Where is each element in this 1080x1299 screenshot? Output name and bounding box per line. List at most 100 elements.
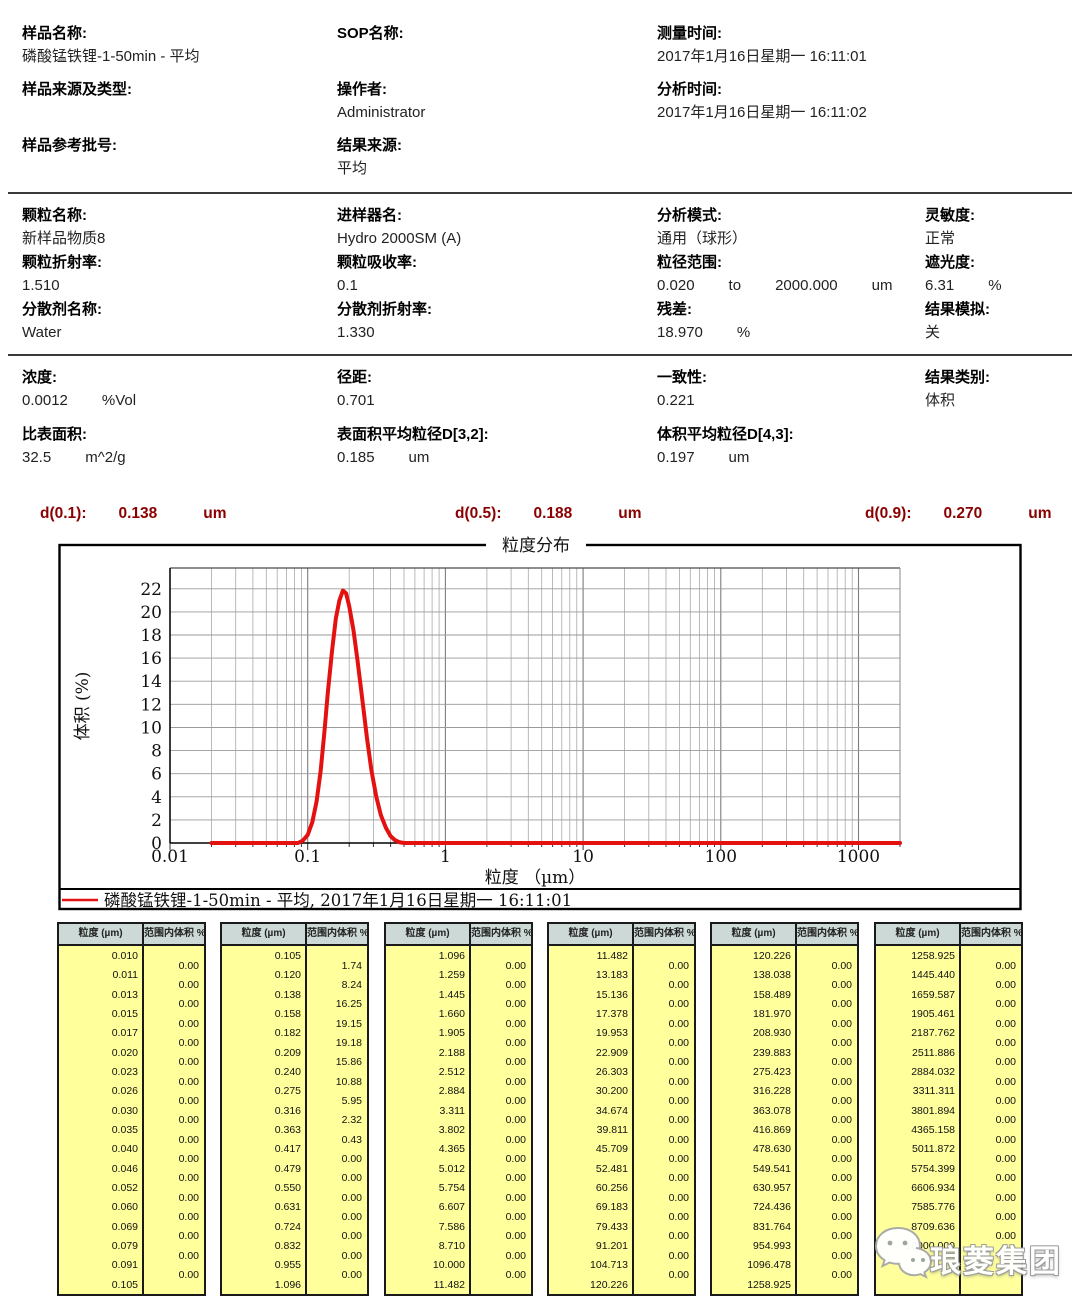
- size-cell: 26.303: [595, 1065, 628, 1078]
- size-distribution-table: 粒度 (µm) 范围内体积 % 120.226 138.038 158.489 181.9…: [710, 922, 859, 1296]
- size-cell: 954.993: [753, 1239, 791, 1252]
- volume-cell: 0.00: [178, 1056, 199, 1069]
- volume-cell: 0.00: [505, 959, 526, 972]
- d10-unit: um: [203, 505, 227, 522]
- column-divider: [305, 946, 307, 1294]
- size-distribution-table: 粒度 (µm) 范围内体积 % 0.010 0.011 0.013 0.015 0.017 0…: [57, 922, 206, 1296]
- info-field: 结果来源: 平均: [337, 134, 459, 190]
- info-field: 测量时间: 2017年1月16日星期一 16:11:01: [657, 22, 901, 78]
- size-cell: 0.724: [274, 1220, 301, 1233]
- svg-text:16: 16: [140, 649, 162, 669]
- size-column-header: 粒度 (µm): [876, 924, 961, 944]
- info-field: 残差: 18.970%: [657, 298, 926, 345]
- volume-cell: 16.25: [335, 998, 362, 1011]
- size-cell: 0.020: [111, 1046, 138, 1059]
- volume-cell: 0.00: [831, 1249, 852, 1262]
- size-cell: 22.909: [595, 1046, 628, 1059]
- field-value-part: 2017年1月16日星期一 16:11:01: [657, 48, 867, 65]
- size-cell: 91.201: [595, 1239, 628, 1252]
- size-cell: 1.096: [274, 1278, 301, 1291]
- volume-cell: 0.00: [505, 1249, 526, 1262]
- size-cell: 416.869: [753, 1123, 791, 1136]
- column-divider: [795, 946, 797, 1294]
- volume-cell: 0.00: [178, 1036, 199, 1049]
- field-value: 0.0012 %Vol: [22, 389, 170, 412]
- volume-cell: 0.00: [505, 1133, 526, 1146]
- volume-cell: 0.00: [178, 1152, 199, 1165]
- volume-cell: 0.00: [178, 959, 199, 972]
- field-value-part: %: [736, 324, 751, 341]
- field-label: SOP名称:: [337, 25, 404, 42]
- field-label: 测量时间:: [657, 25, 722, 42]
- volume-column-header: 范围内体积 %: [471, 928, 531, 939]
- size-cell: 2.884: [438, 1085, 465, 1098]
- table-body: 11.482 13.183 15.136 17.378 19.953 22.909 26.3…: [549, 946, 694, 1294]
- field-value: 6.31%: [925, 274, 1036, 297]
- info-field: 比表面积: 32.5 m^2/g: [22, 423, 170, 480]
- svg-text:12: 12: [140, 695, 162, 715]
- field-value-part: 2000.000: [775, 277, 838, 294]
- size-cell: 2.188: [438, 1046, 465, 1059]
- field-value-part: um: [728, 449, 750, 466]
- volume-cell: 0.00: [668, 1249, 689, 1262]
- watermark-text: 琅菱集团: [930, 1244, 1062, 1279]
- size-cell: 104.713: [590, 1259, 628, 1272]
- size-cell: 1096.478: [747, 1259, 791, 1272]
- size-cell: 1.660: [438, 1007, 465, 1020]
- volume-cell: 0.00: [668, 978, 689, 991]
- table-header-row: 粒度 (µm) 范围内体积 %: [222, 924, 367, 946]
- field-value-part: Water: [22, 324, 62, 341]
- field-label: 分析时间:: [657, 81, 722, 98]
- volume-cell: 0.00: [831, 1152, 852, 1165]
- field-value-part: 磷酸锰铁锂-1-50min - 平均: [22, 48, 200, 65]
- field-value: 0.020 to 2000.000 um: [657, 274, 926, 297]
- size-cell: 1.096: [438, 950, 465, 962]
- field-value-part: 正常: [925, 230, 956, 247]
- field-label: 进样器名:: [337, 207, 402, 224]
- size-cell: 239.883: [753, 1046, 791, 1059]
- volume-cell: 0.00: [178, 1230, 199, 1243]
- field-value: 0.185 um: [337, 446, 489, 469]
- info-column: 样品名称: 磷酸锰铁锂-1-50min - 平均 样品来源及类型: 样品参考批号:: [22, 22, 234, 190]
- particle-size-distribution-chart: 0 2 4 6 8 10 12 14 16 18 20 22 0.01 0.1 1 10 100 1000 体积 (…: [58, 530, 1022, 917]
- svg-text:6: 6: [151, 765, 162, 785]
- volume-cell: 19.15: [335, 1017, 362, 1030]
- info-field: 表面积平均粒径D[3,2]: 0.185 um: [337, 423, 489, 480]
- field-value-part: %Vol: [101, 392, 137, 409]
- size-cell: 0.550: [274, 1181, 301, 1194]
- volume-cell: 0.00: [995, 1075, 1016, 1088]
- field-label: 粒径范围:: [657, 254, 722, 271]
- info-column: 分析模式: 通用（球形） 粒径范围: 0.020 to 2000.000 um 残差: 18.9…: [657, 204, 926, 345]
- size-cell: 1.445: [438, 988, 465, 1001]
- volume-column-header: 范围内体积 %: [634, 928, 694, 939]
- size-cell: 52.481: [595, 1162, 628, 1175]
- volume-cell: 0.00: [831, 1210, 852, 1223]
- d50-label: d(0.5):: [455, 505, 502, 522]
- size-cell: 2187.762: [911, 1027, 955, 1040]
- size-cell: 138.038: [753, 969, 791, 982]
- field-label: 体积平均粒径D[4,3]:: [657, 426, 794, 443]
- volume-cell: 0.00: [995, 1114, 1016, 1127]
- field-label: 样品来源及类型:: [22, 81, 132, 98]
- size-cell: 15.136: [595, 988, 628, 1001]
- info-field: 样品名称: 磷酸锰铁锂-1-50min - 平均: [22, 22, 234, 78]
- size-cell: 0.275: [274, 1085, 301, 1098]
- field-value-part: 体积: [925, 392, 956, 409]
- size-column-header: 粒度 (µm): [59, 924, 144, 944]
- svg-text:1: 1: [440, 847, 451, 867]
- size-cell: 208.930: [753, 1027, 791, 1040]
- volume-cell: 0.00: [178, 1114, 199, 1127]
- field-value-part: um: [871, 277, 893, 294]
- field-label: 灵敏度:: [925, 207, 975, 224]
- size-cell: 0.182: [274, 1027, 301, 1040]
- field-value-part: um: [408, 449, 430, 466]
- size-cell: 11.482: [596, 950, 628, 962]
- field-value: 2017年1月16日星期一 16:11:01: [657, 45, 901, 68]
- field-label: 分析模式:: [657, 207, 722, 224]
- field-value-part: Administrator: [337, 104, 426, 121]
- size-cell: 0.040: [111, 1143, 138, 1156]
- svg-text:1000: 1000: [837, 847, 880, 867]
- svg-text:20: 20: [140, 603, 162, 623]
- field-value: 0.701: [337, 389, 489, 412]
- size-cell: 79.433: [595, 1220, 628, 1233]
